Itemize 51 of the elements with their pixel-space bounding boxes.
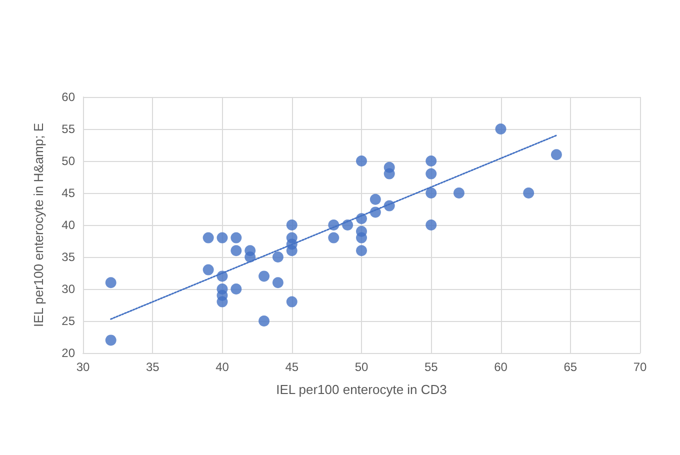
point xyxy=(230,245,242,256)
x-tick-label: 30 xyxy=(76,360,90,374)
point xyxy=(356,245,367,256)
y-axis-title: IEL per100 enterocyte in H&amp; E xyxy=(31,122,46,328)
point xyxy=(356,232,367,244)
x-tick-label: 35 xyxy=(146,360,160,374)
y-tick-label: 30 xyxy=(62,282,76,296)
x-axis-title: IEL per100 enterocyte in CD3 xyxy=(276,382,447,397)
point xyxy=(426,220,437,230)
x-tick-label: 45 xyxy=(285,360,299,374)
y-tick-label: 35 xyxy=(62,250,76,264)
y-tick-label: 45 xyxy=(62,186,76,200)
point xyxy=(328,232,340,244)
x-tick-label: 40 xyxy=(216,360,230,374)
y-tick-label: 50 xyxy=(62,154,76,168)
point xyxy=(356,156,367,166)
point xyxy=(286,220,298,230)
point xyxy=(105,334,116,346)
point xyxy=(453,188,464,198)
point xyxy=(216,296,228,308)
point xyxy=(286,296,298,308)
point xyxy=(495,124,506,134)
point xyxy=(202,264,214,276)
y-tick-label: 20 xyxy=(62,346,76,360)
point xyxy=(550,149,562,160)
point xyxy=(216,232,228,244)
point xyxy=(286,245,298,256)
point xyxy=(426,156,437,166)
y-tick-label: 55 xyxy=(62,122,76,136)
point xyxy=(272,252,284,262)
point xyxy=(244,252,256,262)
point xyxy=(202,232,214,244)
point xyxy=(230,284,242,294)
point xyxy=(523,188,534,198)
x-tick-label: 65 xyxy=(564,360,578,374)
point xyxy=(258,316,270,326)
y-tick-label: 40 xyxy=(62,218,76,232)
x-tick-label: 70 xyxy=(633,360,647,374)
point xyxy=(384,168,395,180)
x-tick-label: 60 xyxy=(494,360,508,374)
y-tick-label: 60 xyxy=(62,90,76,104)
point xyxy=(370,194,381,205)
y-tick-label: 25 xyxy=(62,314,76,328)
point xyxy=(272,277,284,288)
point xyxy=(230,232,242,244)
point xyxy=(426,168,437,180)
x-tick-label: 55 xyxy=(424,360,438,374)
x-tick-label: 50 xyxy=(354,360,368,374)
point xyxy=(105,277,116,288)
point xyxy=(258,270,270,282)
point xyxy=(426,188,437,198)
